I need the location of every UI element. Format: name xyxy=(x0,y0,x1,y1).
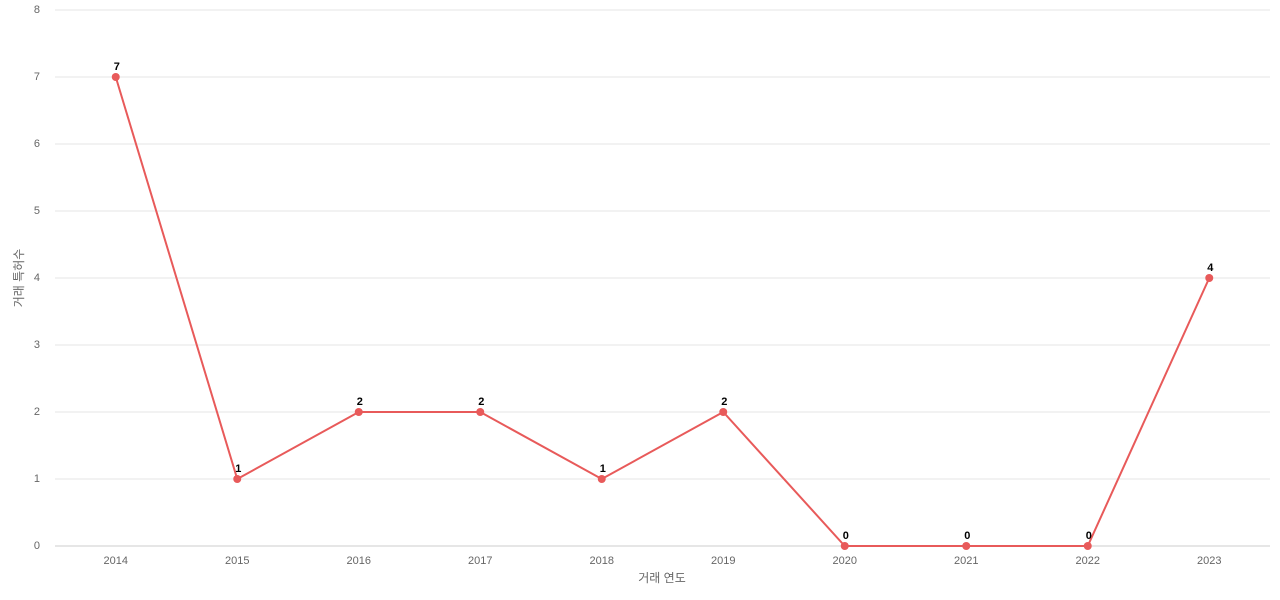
x-tick-label: 2014 xyxy=(104,555,128,567)
value-label: 2 xyxy=(721,396,727,408)
x-tick-label: 2019 xyxy=(711,555,735,567)
y-tick-label: 2 xyxy=(34,406,40,418)
x-tick-label: 2018 xyxy=(590,555,614,567)
value-label: 0 xyxy=(843,530,849,542)
point xyxy=(354,408,363,416)
y-tick-label: 4 xyxy=(34,272,40,284)
x-axis-label: 거래 연도 xyxy=(638,571,686,585)
value-label: 1 xyxy=(235,463,241,475)
x-tick-label: 2022 xyxy=(1076,555,1100,567)
line xyxy=(114,76,1211,547)
value-label: 2 xyxy=(357,396,363,408)
y-tick-label: 0 xyxy=(34,540,40,552)
y-tick-label: 3 xyxy=(34,339,40,351)
point xyxy=(840,542,849,550)
point xyxy=(597,475,606,483)
x-tick-label: 2016 xyxy=(347,555,371,567)
value-label: 7 xyxy=(114,61,120,73)
y-axis-label: 거래 특허수 xyxy=(12,249,26,308)
x-tick-label: 2020 xyxy=(833,555,857,567)
value-label: 0 xyxy=(1086,530,1092,542)
point xyxy=(1083,542,1092,550)
point xyxy=(233,475,242,483)
value-label: 4 xyxy=(1207,262,1214,274)
point xyxy=(962,542,971,550)
value-label: 1 xyxy=(600,463,606,475)
point xyxy=(719,408,728,416)
y-tick-label: 7 xyxy=(34,71,40,83)
point xyxy=(1205,274,1214,282)
x-tick-label: 2023 xyxy=(1197,555,1221,567)
y-tick-label: 6 xyxy=(34,138,40,150)
value-label: 2 xyxy=(478,396,484,408)
point xyxy=(111,73,120,81)
y-tick-label: 5 xyxy=(34,205,40,217)
x-tick-label: 2017 xyxy=(468,555,492,567)
x-tick-label: 2021 xyxy=(954,555,978,567)
y-tick-label: 8 xyxy=(34,4,40,16)
y-tick-label: 1 xyxy=(34,473,40,485)
value-label: 0 xyxy=(964,530,970,542)
point xyxy=(476,408,485,416)
x-tick-label: 2015 xyxy=(225,555,249,567)
